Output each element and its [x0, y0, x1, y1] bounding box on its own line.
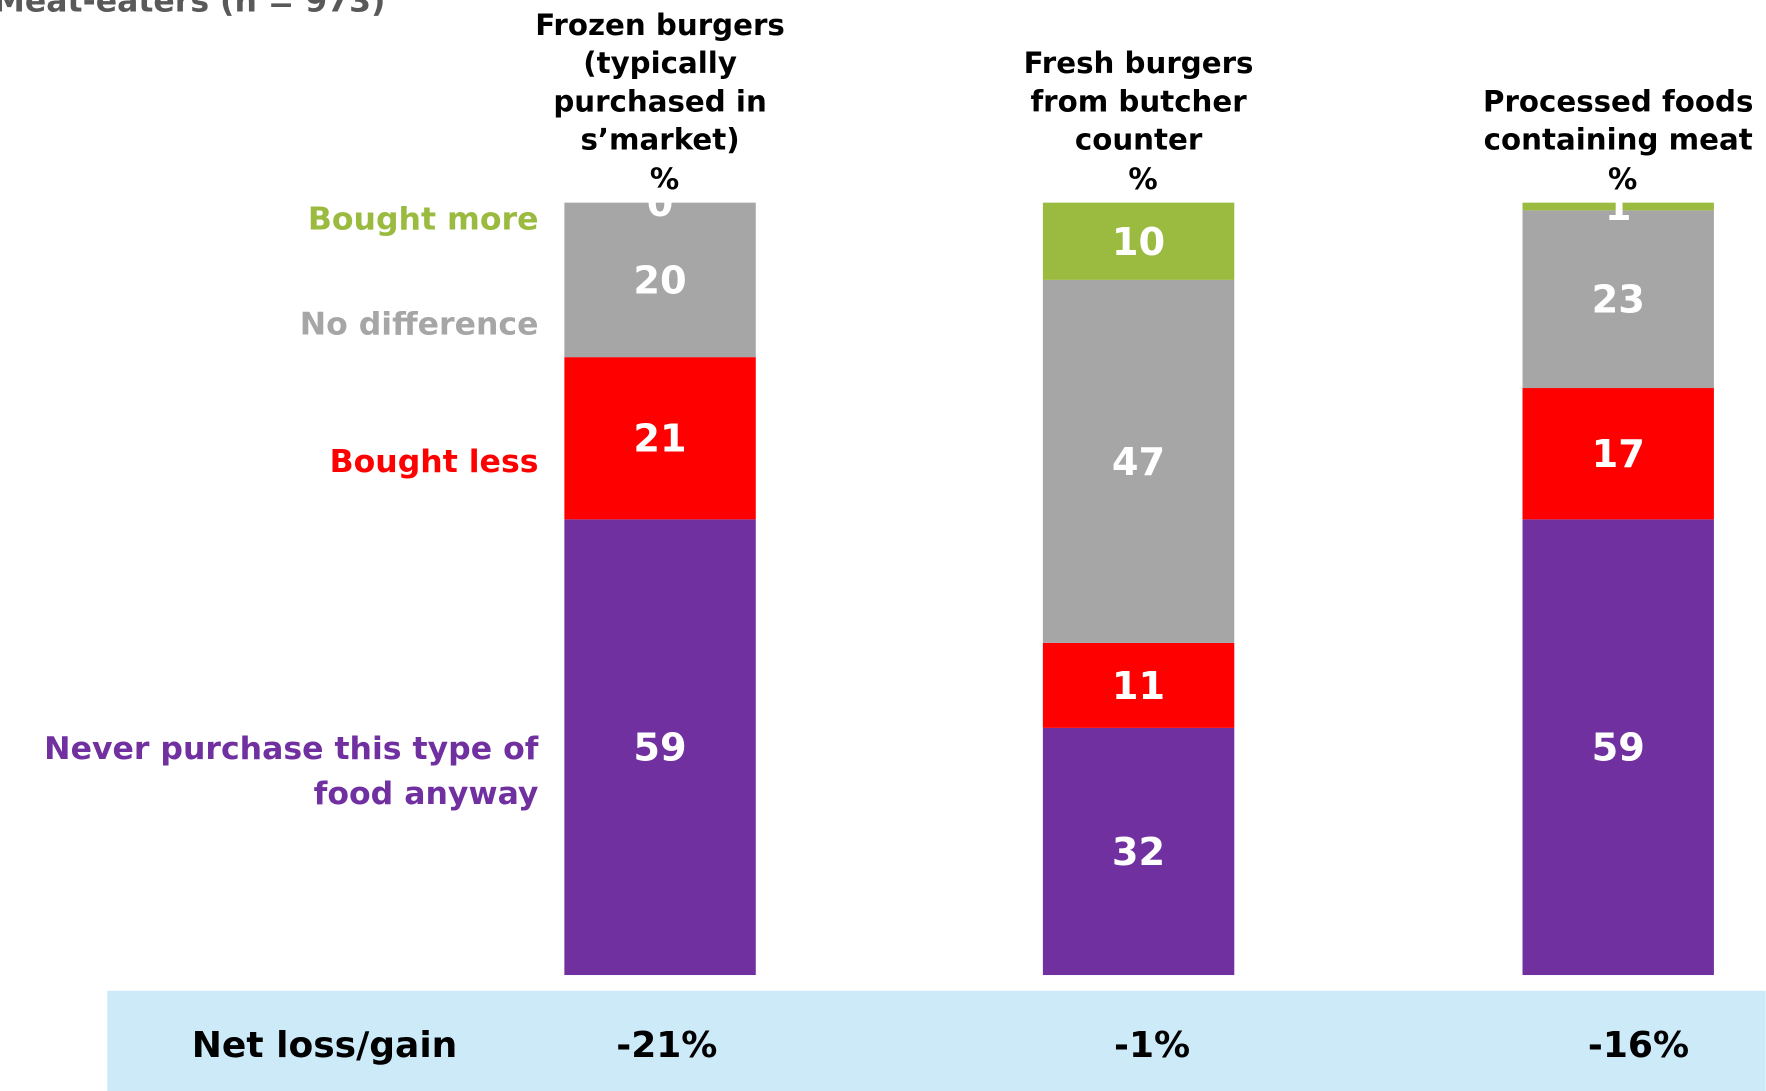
- data-label: 0: [647, 181, 674, 226]
- bar-segment: [1042, 727, 1235, 976]
- subtitle: Meat-eaters (n = 973): [0, 0, 385, 19]
- data-label: 59: [633, 726, 686, 771]
- legend-label: Never purchase this type of food anyway: [44, 729, 539, 812]
- bar-segment: [1042, 279, 1235, 643]
- legend-label-box: No difference: [299, 305, 539, 343]
- bar-segment: [564, 357, 756, 520]
- data-label: 17: [1592, 432, 1645, 477]
- bar-segment: [564, 202, 756, 358]
- data-label: 1: [1605, 185, 1632, 230]
- legend-label-box: Bought less: [329, 442, 539, 480]
- net-value: -16%: [1588, 1025, 1689, 1066]
- bar-segment: [1522, 202, 1714, 211]
- net-value: -21%: [616, 1025, 717, 1066]
- legend-label: No difference: [299, 305, 539, 343]
- legend-label-box: Bought more: [307, 200, 539, 238]
- data-label: 21: [633, 417, 686, 462]
- data-label: 10: [1112, 220, 1165, 265]
- bar-segment: [1522, 210, 1714, 389]
- bar-segment: [1522, 519, 1714, 976]
- data-label: 23: [1592, 278, 1645, 323]
- category-label: Processed foods containing meat: [1483, 85, 1754, 158]
- data-label: 59: [1592, 726, 1645, 771]
- data-label: 20: [633, 258, 686, 303]
- data-label: 47: [1112, 440, 1165, 485]
- category-label-box: Processed foods containing meat: [1483, 85, 1754, 158]
- bar-segment: [1042, 642, 1235, 728]
- data-label: 11: [1112, 664, 1165, 709]
- unit-label: %: [1608, 162, 1637, 196]
- net-band: [107, 990, 1766, 1091]
- category-label: Fresh burgers from butcher counter: [1023, 47, 1254, 158]
- net-label: Net loss/gain: [192, 1025, 458, 1066]
- category-label-box: Frozen burgers (typically purchased in s…: [535, 9, 785, 158]
- bar-segment: [1042, 202, 1235, 280]
- net-value: -1%: [1114, 1025, 1190, 1066]
- category-label: Frozen burgers (typically purchased in s…: [535, 9, 785, 158]
- unit-label: %: [1128, 162, 1157, 196]
- bar-segment: [564, 519, 756, 976]
- legend-label-box: Never purchase this type of food anyway: [44, 729, 539, 812]
- unit-label: %: [650, 162, 679, 196]
- data-label: 32: [1112, 830, 1165, 875]
- bar-segment: [1522, 388, 1714, 520]
- category-label-box: Fresh burgers from butcher counter: [1023, 47, 1254, 158]
- legend-label: Bought more: [307, 200, 539, 238]
- legend-label: Bought less: [329, 442, 539, 480]
